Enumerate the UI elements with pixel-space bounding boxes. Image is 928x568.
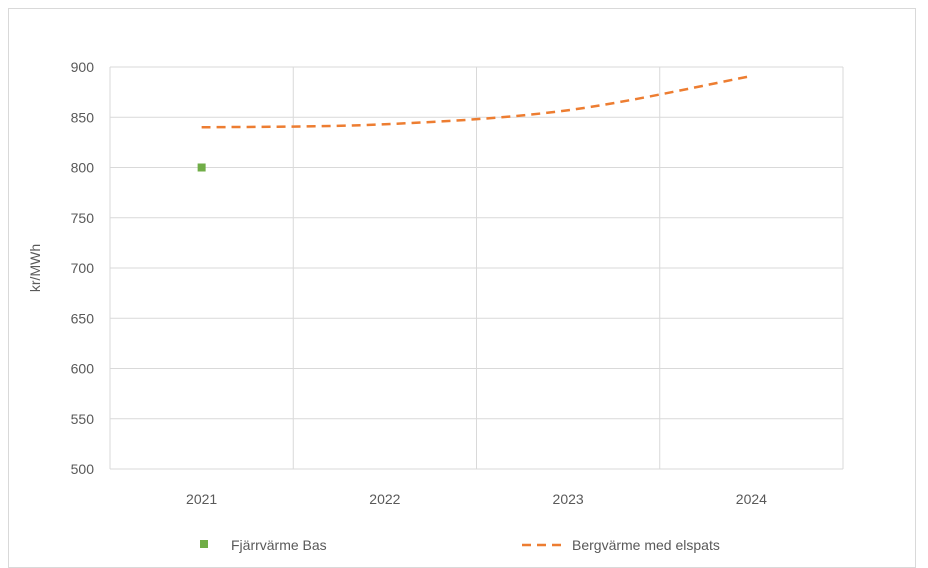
y-tick-label: 650 [71,310,95,326]
y-tick-label: 600 [71,361,95,377]
grid [109,66,844,470]
series-layer [197,74,752,172]
x-tick-label: 2021 [186,491,217,507]
x-tick-label: 2023 [553,491,584,507]
y-tick-label: 550 [71,411,95,427]
y-tick-label: 900 [71,59,95,75]
y-tick-label: 850 [71,109,95,125]
x-tick-label: 2024 [736,491,767,507]
y-axis-title: kr/MWh [27,244,43,292]
y-tick-label: 750 [71,210,95,226]
y-axis-ticks: 500 550 600 650 700 750 800 850 900 [71,59,95,477]
chart-frame [8,8,916,568]
data-point-fjarrvarme [197,163,206,172]
legend: Fjärrvärme Bas Bergvärme med elspats [200,537,720,553]
series-line-bergvarme [201,74,752,129]
y-tick-label: 700 [71,260,95,276]
x-axis-ticks: 2021 2022 2023 2024 [186,491,767,507]
x-tick-label: 2022 [369,491,400,507]
legend-marker-fjarrvarme [200,540,208,548]
y-tick-label: 500 [71,461,95,477]
y-tick-label: 800 [71,160,95,176]
legend-label-bergvarme: Bergvärme med elspats [572,537,720,553]
legend-label-fjarrvarme: Fjärrvärme Bas [231,537,327,553]
